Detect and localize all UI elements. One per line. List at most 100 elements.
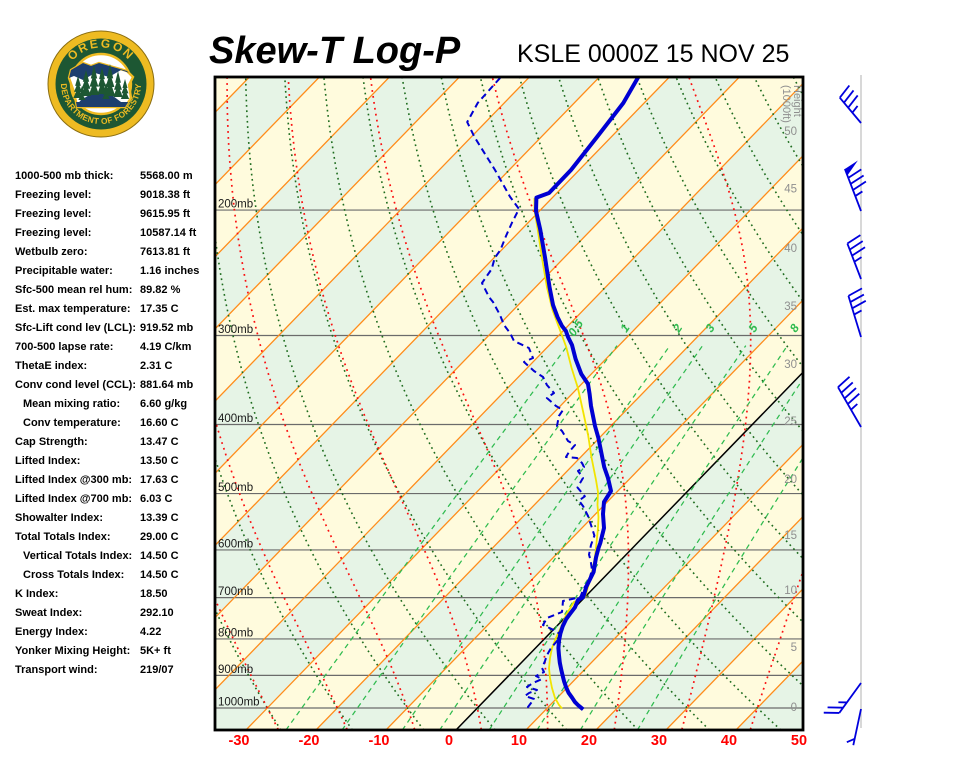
- stat-label: Sfc-500 mean rel hum:: [15, 284, 133, 296]
- isotherm-band: [215, 83, 803, 730]
- dewpoint-trace: [466, 77, 596, 710]
- stat-label: Est. max temperature:: [15, 303, 131, 315]
- temp-axis-label: 20: [581, 733, 597, 749]
- stat-value: 1.16 inches: [140, 265, 200, 277]
- stat-row: Yonker Mixing Height: 5K+ ft: [15, 642, 215, 661]
- height-label: 0: [791, 702, 797, 714]
- plot-area: 0.5 1 2 3 5 8: [0, 72, 960, 730]
- pressure-label: 900mb: [218, 664, 253, 676]
- wind-barb: [837, 376, 862, 428]
- temp-axis-label: 0: [445, 733, 453, 749]
- height-label: 5: [791, 642, 797, 654]
- stat-row: Conv cond level (CCL): 881.64 mb: [15, 376, 215, 395]
- dry-adiabat: [792, 77, 803, 97]
- stat-label: Precipitable water:: [15, 265, 113, 277]
- dry-adiabat: [479, 77, 803, 624]
- stat-value: 16.60 C: [140, 417, 179, 429]
- stat-value: 29.00 C: [140, 531, 179, 543]
- mixing-ratio-line: [341, 345, 618, 730]
- stat-row: K Index: 18.50: [15, 585, 215, 604]
- isotherm-line: [525, 443, 803, 730]
- stat-label: Conv cond level (CCL):: [15, 379, 137, 391]
- temp-axis-label: -30: [229, 733, 250, 749]
- stat-row: Cap Strength: 13.47 C: [15, 433, 215, 452]
- temp-axis-label: 50: [791, 733, 807, 749]
- stat-label: Freezing level:: [15, 208, 92, 220]
- mixing-ratio-line: [488, 345, 747, 730]
- stat-row: Transport wind: 219/07: [15, 661, 215, 680]
- plot-frame: [213, 75, 805, 732]
- stat-value: 18.50: [140, 588, 168, 600]
- stat-label: Sweat Index:: [15, 607, 83, 619]
- stat-value: 4.22: [140, 626, 162, 638]
- stat-value: 14.50 C: [140, 569, 179, 581]
- moist-adiabat: [215, 596, 279, 730]
- isotherm-line: [876, 77, 960, 730]
- isotherm-line: [665, 587, 803, 730]
- height-label: 15: [784, 530, 797, 542]
- isotherm-zero-line: [455, 371, 803, 730]
- stat-label: Wetbulb zero:: [15, 246, 88, 258]
- mixing-ratio-line: [401, 345, 671, 730]
- height-label: 40: [784, 243, 797, 255]
- dry-adiabat: [323, 77, 639, 730]
- height-label: 30: [784, 359, 797, 371]
- stat-label: Total Totals Index:: [15, 531, 111, 543]
- pressure-label: 800mb: [218, 627, 253, 639]
- stat-label: Sfc-Lift cond lev (LCL):: [15, 322, 136, 334]
- dry-adiabat: [215, 229, 425, 730]
- stat-label: 700-500 lapse rate:: [15, 341, 114, 353]
- temp-axis-label: 40: [721, 733, 737, 749]
- stat-value: 17.63 C: [140, 474, 179, 486]
- moist-adiabat: [81, 72, 208, 730]
- stat-label: K Index:: [15, 588, 59, 600]
- mixing-ratio-line: [285, 345, 568, 730]
- dry-adiabat: [557, 77, 803, 497]
- wind-barb: [839, 84, 862, 124]
- wind-barb: [846, 234, 866, 280]
- stat-label: Cross Totals Index:: [23, 569, 125, 581]
- height-label: 10: [784, 585, 797, 597]
- stat-row: Vertical Totals Index: 14.50 C: [15, 547, 215, 566]
- stat-row: Sweat Index: 292.10: [15, 604, 215, 623]
- stat-value: 6.03 C: [140, 493, 173, 505]
- odf-logo: OREGON DEPARTMENT OF FORESTRY: [47, 30, 155, 138]
- temp-axis-label: 10: [511, 733, 527, 749]
- isotherm-line: [215, 77, 250, 114]
- stat-value: 9615.95 ft: [140, 208, 191, 220]
- wetbulb-trace: [533, 198, 600, 710]
- page-title: Skew-T Log-P: [209, 30, 461, 72]
- dry-adiabat: [244, 77, 496, 730]
- stat-label: ThetaE index:: [15, 360, 88, 372]
- dry-adiabat: [79, 77, 209, 730]
- stat-value: 881.64 mb: [140, 379, 194, 391]
- isotherm-line: [215, 82, 803, 691]
- stat-row: ThetaE index: 2.31 C: [15, 357, 215, 376]
- stat-label: Conv temperature:: [23, 417, 121, 429]
- isotherm-band: [215, 77, 250, 113]
- isotherm-line: [0, 77, 109, 730]
- stat-value: 292.10: [140, 607, 174, 619]
- stat-label: Yonker Mixing Height:: [15, 645, 131, 657]
- pressure-label: 1000mb: [218, 697, 260, 709]
- stat-value: 919.52 mb: [140, 322, 194, 334]
- mixing-ratio-line: [636, 456, 803, 730]
- stat-row: Est. max temperature: 17.35 C: [15, 300, 215, 319]
- stat-label: Vertical Totals Index:: [23, 550, 133, 562]
- stat-row: Cross Totals Index: 14.50 C: [15, 566, 215, 585]
- stat-row: 1000-500 mb thick: 5568.00 m: [15, 167, 215, 186]
- height-label: 20: [784, 474, 797, 486]
- temperature-trace: [534, 77, 641, 711]
- stat-label: Energy Index:: [15, 626, 88, 638]
- stat-row: Precipitable water: 1.16 inches: [15, 262, 215, 281]
- height-axis-title: Height(1000ft): [780, 85, 803, 123]
- temp-axis-label: -10: [369, 733, 390, 749]
- stat-value: 13.47 C: [140, 436, 179, 448]
- stat-value: 9018.38 ft: [140, 189, 191, 201]
- stat-row: Lifted Index: 13.50 C: [15, 452, 215, 471]
- stat-row: Mean mixing ratio: 6.60 g/kg: [15, 395, 215, 414]
- dry-adiabat: [401, 77, 782, 730]
- dry-adiabat: [215, 455, 354, 730]
- stat-row: Showalter Index: 13.39 C: [15, 509, 215, 528]
